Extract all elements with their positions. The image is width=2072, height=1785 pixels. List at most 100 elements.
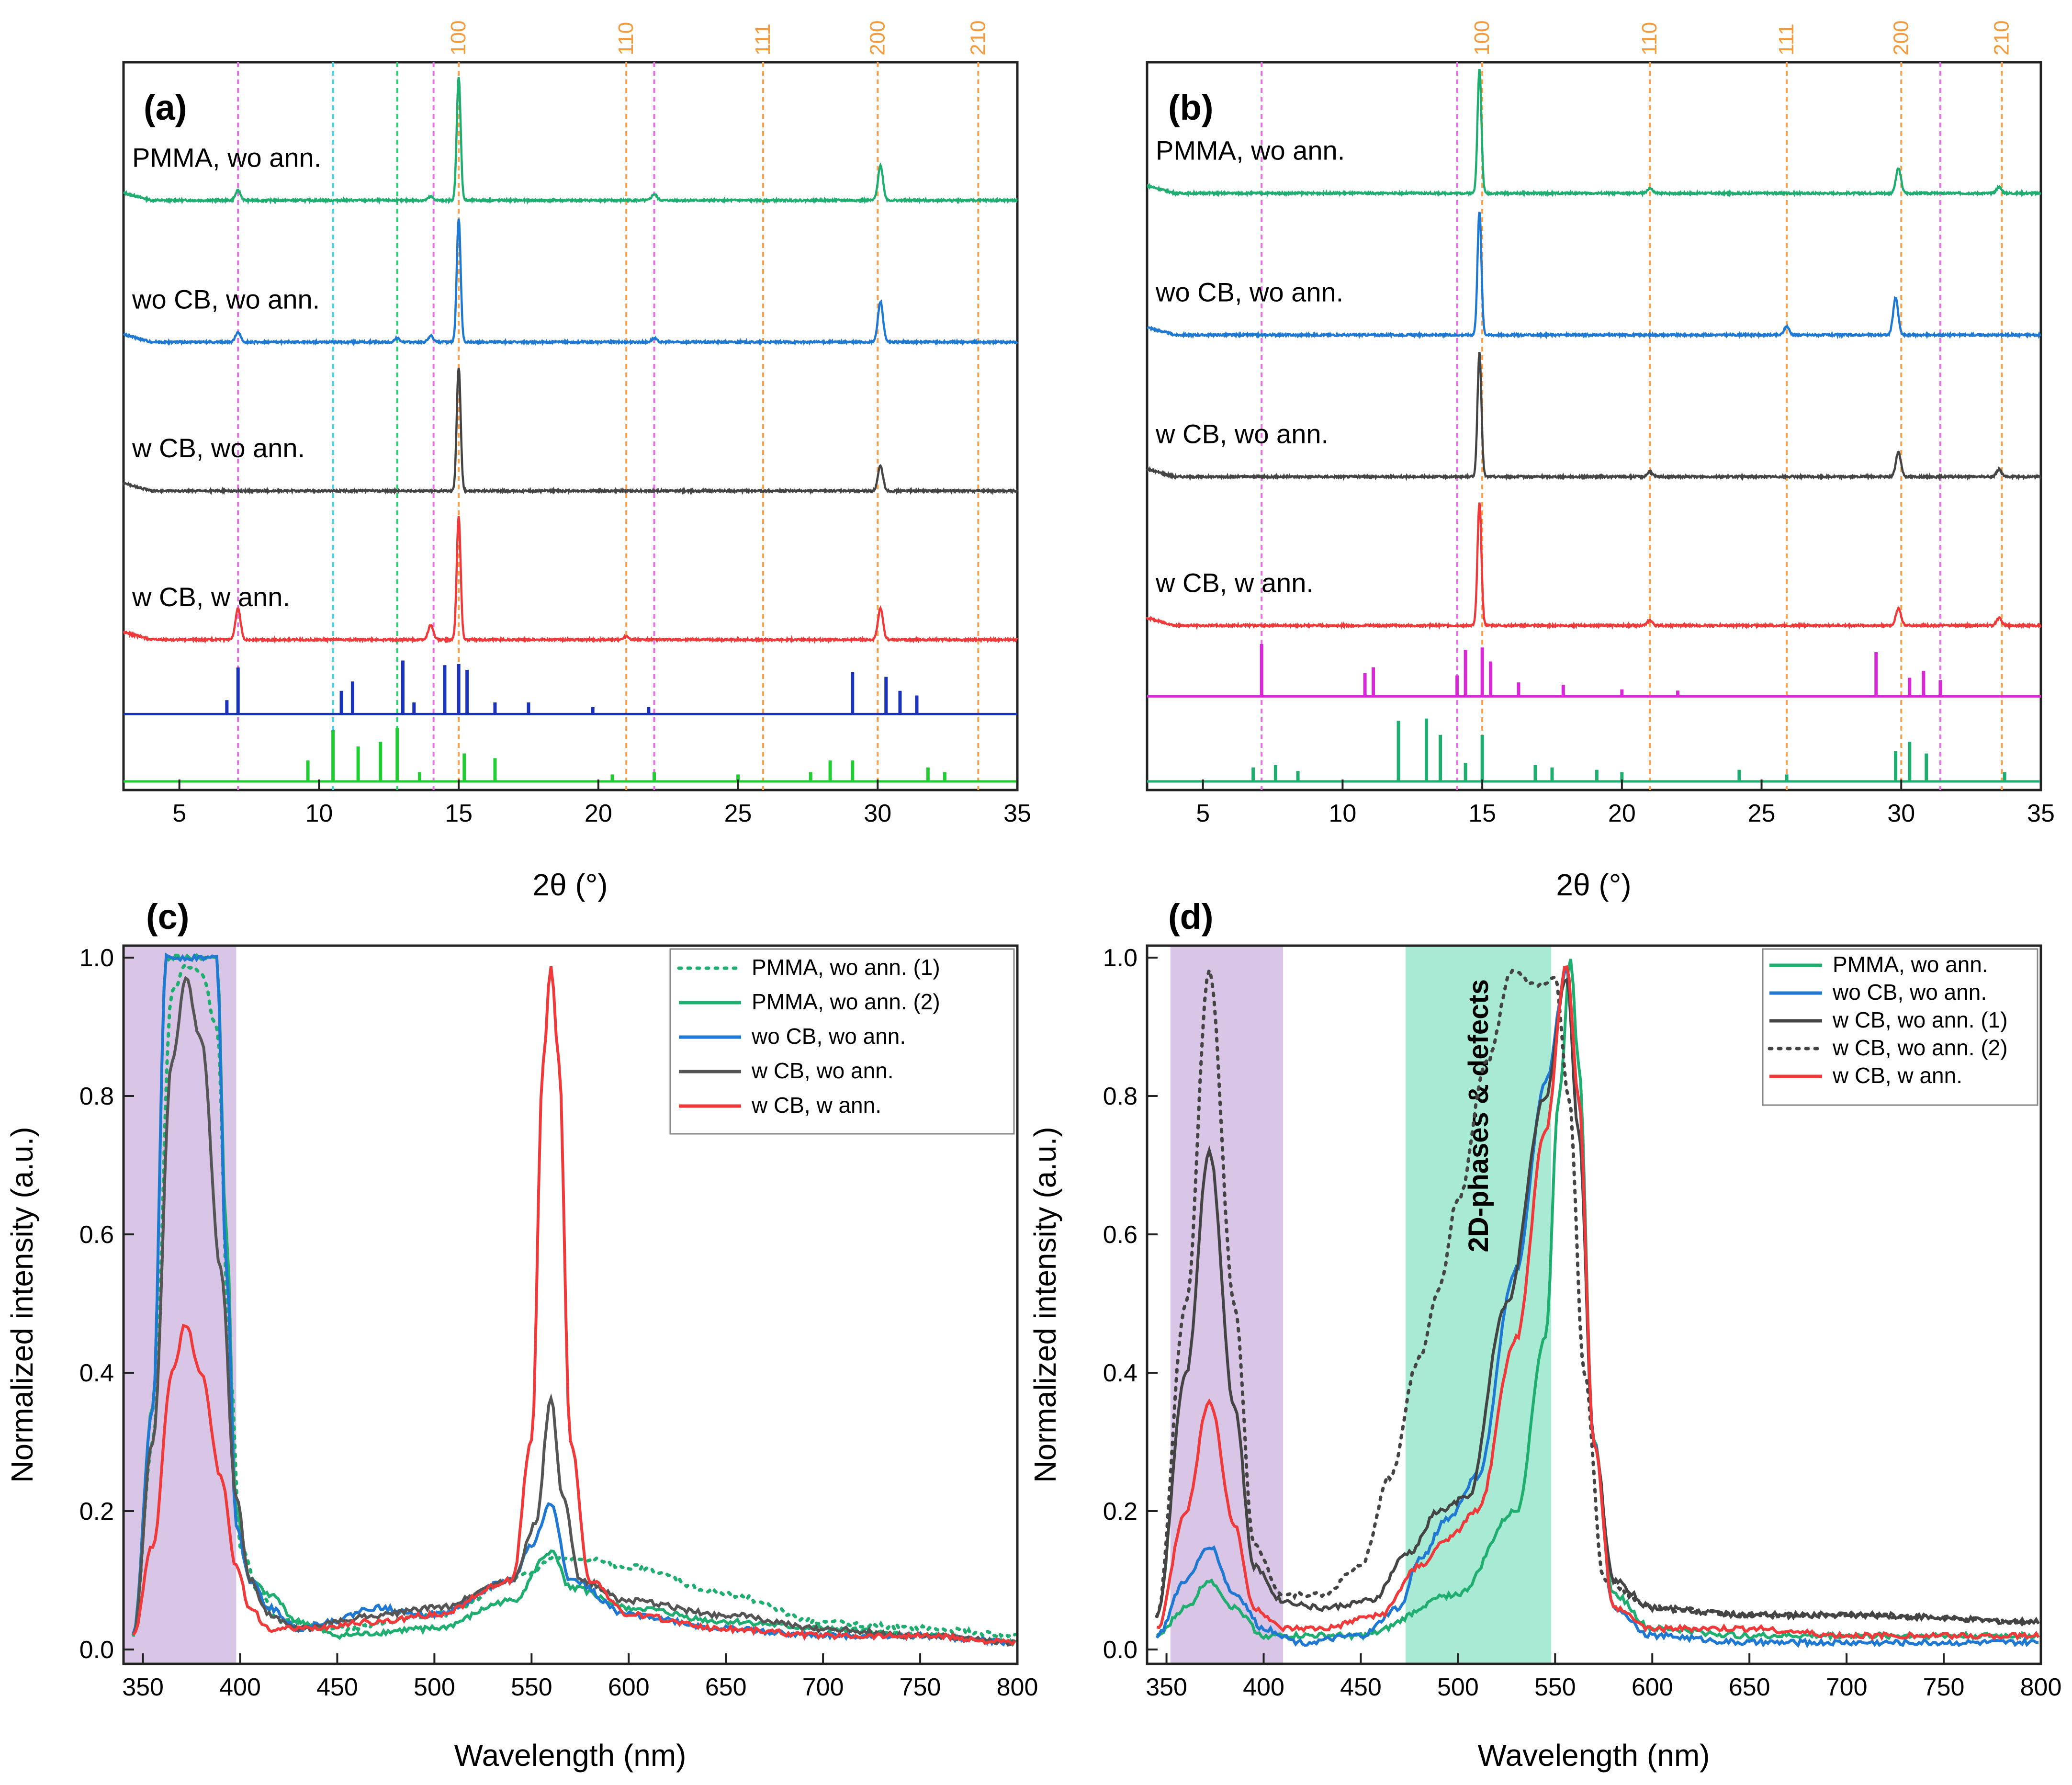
hkl-label: 110 bbox=[1638, 22, 1661, 56]
y-tick-label: 0.0 bbox=[1103, 1636, 1137, 1664]
x-tick-label: 600 bbox=[1632, 1673, 1673, 1701]
x-tick-label: 400 bbox=[219, 1673, 261, 1701]
panel-c: (c) 350 400 450 500 550 600 650 700 750 800 0.0 0.2… bbox=[5, 897, 1038, 1773]
legend-entry: PMMA, wo ann. bbox=[1833, 952, 1988, 977]
x-tick-label: 350 bbox=[122, 1673, 164, 1701]
panel-d-ylabel: Normalized intensity (a.u.) bbox=[1028, 1127, 1062, 1482]
x-tick-label: 800 bbox=[2020, 1673, 2062, 1701]
shaded-region bbox=[1170, 946, 1284, 1664]
x-tick-label: 700 bbox=[802, 1673, 844, 1701]
panel-a-xlabel: 2θ (°) bbox=[532, 868, 608, 902]
legend-entry: PMMA, wo ann. (2) bbox=[752, 989, 940, 1014]
y-tick-label: 0.4 bbox=[1103, 1359, 1137, 1387]
x-tick-label: 25 bbox=[1748, 800, 1776, 827]
legend-entry: w CB, w ann. bbox=[1832, 1063, 1962, 1088]
panel-c-plot: 350 400 450 500 550 600 650 700 750 800 0.0 0.2 0.4 0… bbox=[79, 944, 1038, 1701]
panel-c-legend: PMMA, wo ann. (1) PMMA, wo ann. (2) wo CB,… bbox=[669, 948, 1015, 1135]
panel-b-plot: 100 110 111 200 210 PMMA, wo ann. wo CB, wo an… bbox=[1146, 21, 2055, 827]
x-tick-label: 500 bbox=[414, 1673, 455, 1701]
hkl-label: 210 bbox=[1990, 21, 2013, 56]
y-tick-label: 1.0 bbox=[79, 944, 114, 972]
x-tick-label: 500 bbox=[1437, 1673, 1479, 1701]
x-tick-label: 650 bbox=[705, 1673, 747, 1701]
panel-d-legend: PMMA, wo ann.wo CB, wo ann.w CB, wo ann.… bbox=[1762, 948, 2038, 1106]
panel-c-legend-box bbox=[669, 948, 1015, 1135]
y-tick-label: 1.0 bbox=[1103, 944, 1137, 972]
x-tick-label: 15 bbox=[445, 800, 473, 827]
legend-entry: wo CB, wo ann. bbox=[1832, 980, 1987, 1005]
xrd-trace bbox=[1146, 502, 2042, 631]
panel-b-xlabel: 2θ (°) bbox=[1556, 868, 1631, 902]
y-tick-label: 0.4 bbox=[79, 1359, 114, 1387]
x-tick-label: 20 bbox=[1608, 800, 1636, 827]
x-tick-label: 750 bbox=[900, 1673, 941, 1701]
hkl-label: 210 bbox=[966, 21, 990, 56]
xrd-trace bbox=[1147, 212, 2041, 339]
x-tick-label: 20 bbox=[585, 800, 612, 827]
shaded-region bbox=[1405, 946, 1552, 1664]
legend-entry: w CB, wo ann. (1) bbox=[1832, 1007, 2008, 1032]
panel-a-label: (a) bbox=[144, 88, 187, 127]
x-tick-label: 35 bbox=[2027, 800, 2055, 827]
xrd-trace bbox=[1146, 351, 2042, 481]
panel-d-label: (d) bbox=[1168, 897, 1214, 937]
x-tick-label: 550 bbox=[511, 1673, 552, 1701]
x-tick-label: 35 bbox=[1003, 800, 1031, 827]
hkl-label: 200 bbox=[866, 21, 889, 56]
hkl-label: 111 bbox=[751, 23, 775, 56]
pl-trace bbox=[1155, 963, 2040, 1627]
y-tick-label: 0.6 bbox=[1103, 1221, 1137, 1249]
trace-label: wo CB, wo ann. bbox=[1155, 277, 1343, 307]
panel-b: (b) 2θ (°) 100 110 111 200 210 PMMA, wo ann. w… bbox=[1146, 21, 2055, 902]
trace-label: PMMA, wo ann. bbox=[132, 142, 321, 172]
hkl-label: 110 bbox=[614, 22, 638, 56]
xrd-trace bbox=[123, 516, 1018, 644]
y-tick-label: 0.2 bbox=[79, 1498, 114, 1525]
panel-d-legend-box bbox=[1762, 948, 2038, 1106]
x-tick-label: 30 bbox=[864, 800, 891, 827]
trace-label: wo CB, wo ann. bbox=[132, 284, 320, 314]
legend-entry: PMMA, wo ann. (1) bbox=[752, 955, 940, 980]
panel-d-plot: 2D-phases & defects 350 400 450 500 550 600 650… bbox=[1103, 944, 2062, 1701]
pl-trace bbox=[132, 975, 1015, 1647]
x-tick-label: 650 bbox=[1729, 1673, 1770, 1701]
hkl-label: 100 bbox=[1470, 21, 1494, 56]
trace-label: PMMA, wo ann. bbox=[1156, 136, 1345, 166]
panel-d: (d) 2D-phases & defects 350 400 450 500 550 60… bbox=[1028, 897, 2061, 1773]
trace-label: w CB, w ann. bbox=[1155, 567, 1314, 598]
hkl-label: 111 bbox=[1775, 23, 1798, 56]
x-tick-label: 5 bbox=[172, 800, 186, 827]
x-tick-label: 700 bbox=[1826, 1673, 1868, 1701]
pl-trace bbox=[131, 961, 1017, 1639]
panel-a-plot: 100 110 111 200 210 PMMA, wo ann. wo CB, wo an… bbox=[122, 21, 1031, 827]
xrd-trace bbox=[123, 218, 1018, 347]
panel-c-frame bbox=[122, 944, 1019, 1665]
trace-label: w CB, w ann. bbox=[132, 582, 290, 612]
legend-entry: wo CB, wo ann. bbox=[751, 1024, 906, 1049]
y-tick-label: 0.8 bbox=[1103, 1083, 1137, 1110]
x-tick-label: 10 bbox=[1329, 800, 1356, 827]
panel-d-frame bbox=[1146, 944, 2042, 1665]
xrd-trace bbox=[123, 77, 1018, 205]
x-tick-label: 750 bbox=[1923, 1673, 1965, 1701]
x-tick-label: 450 bbox=[316, 1673, 358, 1701]
xrd-trace bbox=[1147, 68, 2042, 198]
x-tick-label: 400 bbox=[1243, 1673, 1284, 1701]
xrd-trace bbox=[122, 367, 1018, 496]
x-tick-label: 10 bbox=[305, 800, 333, 827]
y-tick-label: 0.0 bbox=[79, 1636, 114, 1664]
panel-d-xlabel: Wavelength (nm) bbox=[1478, 1738, 1710, 1773]
pl-trace bbox=[132, 966, 1016, 1646]
x-tick-label: 5 bbox=[1196, 800, 1210, 827]
panel-c-xlabel: Wavelength (nm) bbox=[454, 1738, 687, 1773]
x-tick-label: 15 bbox=[1468, 800, 1496, 827]
y-tick-label: 0.6 bbox=[79, 1221, 114, 1249]
panel-a-frame bbox=[122, 61, 1019, 791]
legend-entry: w CB, wo ann. (2) bbox=[1832, 1035, 2008, 1060]
hkl-label: 100 bbox=[447, 21, 470, 56]
panel-b-label: (b) bbox=[1168, 88, 1214, 127]
x-tick-label: 450 bbox=[1340, 1673, 1382, 1701]
trace-label: w CB, wo ann. bbox=[1155, 419, 1329, 449]
legend-entry: w CB, w ann. bbox=[751, 1093, 881, 1118]
